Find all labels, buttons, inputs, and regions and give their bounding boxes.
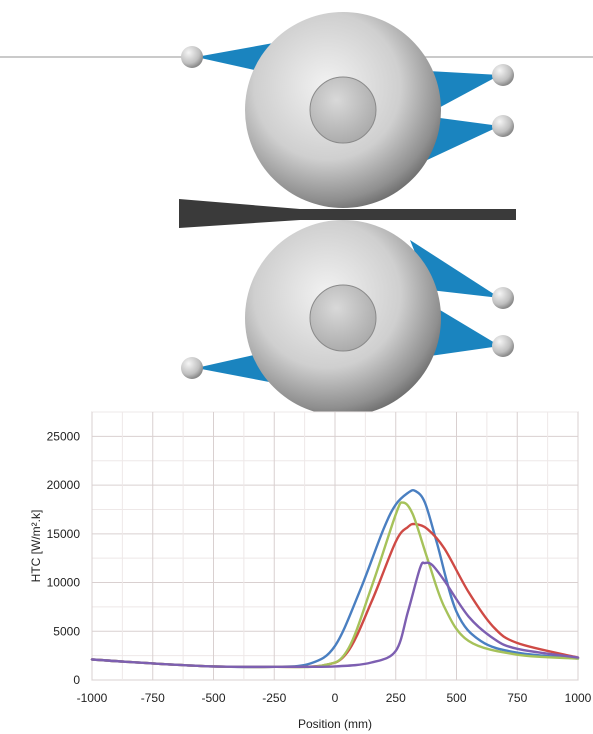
- x-tick-label: 750: [507, 691, 527, 705]
- series-line-4: [90, 561, 580, 669]
- x-tick-label: 1000: [565, 691, 592, 705]
- roll-hub-top: [309, 76, 377, 144]
- work-roll-top: [245, 12, 441, 208]
- y-tick-label: 10000: [47, 576, 81, 590]
- x-tick-label: 0: [332, 691, 339, 705]
- x-tick-label: -250: [262, 691, 286, 705]
- y-tick-label: 0: [73, 673, 80, 687]
- chart-ticks: -1000 -750 -500 -250 0 250 500 750 1000050001000…: [47, 429, 592, 705]
- y-tick-label: 20000: [47, 478, 81, 492]
- chart-series: [90, 489, 580, 669]
- work-roll-bottom: [245, 220, 441, 416]
- y-tick-label: 5000: [53, 624, 80, 638]
- roll-hub-bottom: [309, 284, 377, 352]
- x-axis-label: Position (mm): [298, 717, 372, 731]
- x-tick-label: 500: [446, 691, 466, 705]
- y-axis-label: HTC [W/m².k]: [29, 510, 43, 583]
- metal-strip: [179, 199, 516, 228]
- y-tick-label: 25000: [47, 429, 81, 443]
- x-tick-label: -1000: [77, 691, 108, 705]
- x-tick-label: -500: [201, 691, 225, 705]
- x-tick-label: 250: [386, 691, 406, 705]
- spray-nozzle-bottom-right-2: [430, 310, 514, 357]
- x-tick-label: -750: [141, 691, 165, 705]
- rolling-mill-illustration: [0, 12, 593, 416]
- chart-grid: [91, 411, 579, 681]
- htc-chart: -1000 -750 -500 -250 0 250 500 750 1000050001000…: [29, 411, 592, 731]
- y-tick-label: 15000: [47, 527, 81, 541]
